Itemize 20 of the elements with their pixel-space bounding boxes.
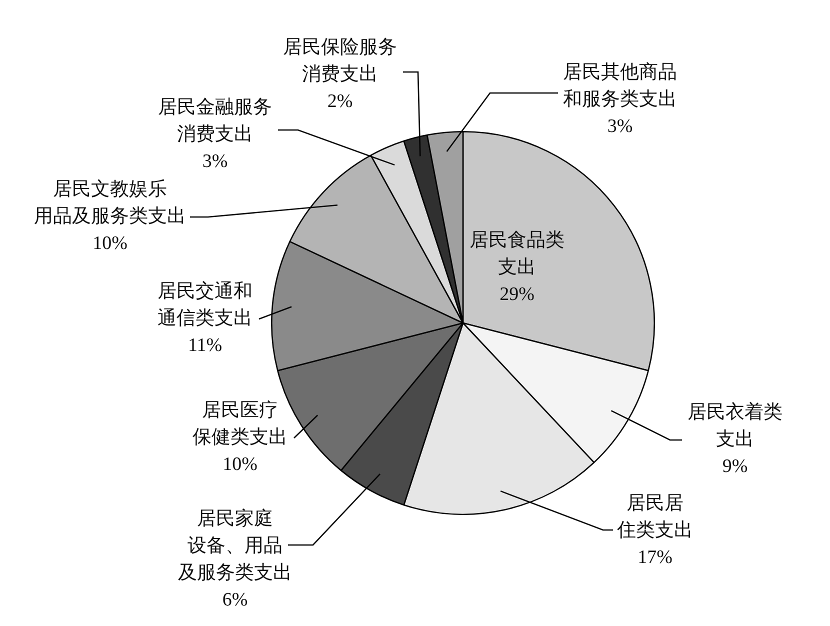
data-label: 9%: [722, 456, 748, 477]
data-label: 11%: [188, 334, 222, 356]
slice-label: 居民医疗保健类支出: [192, 400, 288, 448]
data-label: 29%: [500, 284, 535, 305]
slice-label: 居民衣着类支出: [688, 400, 782, 450]
slice-label: 居民居住类支出: [616, 492, 693, 541]
data-label: 17%: [638, 546, 673, 568]
slice-label: 居民交通和通信类支出: [158, 280, 252, 329]
slice-label: 居民其他商品和服务类支出: [563, 60, 677, 110]
slice-label: 居民金融服务消费支出: [158, 96, 272, 145]
data-label: 10%: [222, 454, 258, 475]
slice-label: 居民家庭设备、用品及服务类支出: [178, 507, 292, 584]
slice-label: 居民文教娱乐用品及服务类支出: [34, 178, 186, 227]
data-label: 2%: [327, 90, 353, 112]
slice-label: 居民食品类支出: [470, 230, 564, 278]
data-label: 10%: [92, 232, 128, 254]
data-label: 3%: [202, 150, 228, 172]
slice-label: 居民保险服务消费支出: [283, 36, 397, 85]
data-label: 6%: [222, 589, 248, 610]
data-label: 3%: [607, 116, 633, 137]
